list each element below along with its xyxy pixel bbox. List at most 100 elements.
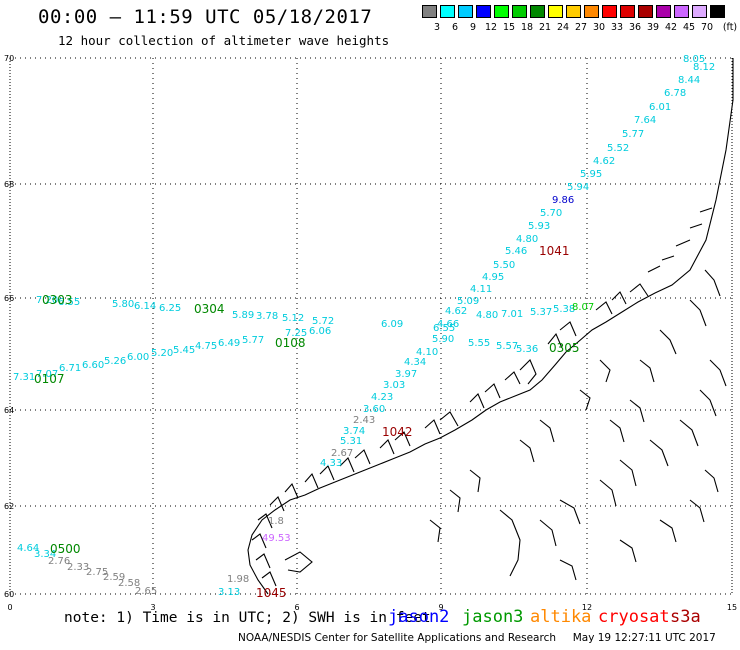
color-swatch [656, 5, 671, 18]
color-swatch [602, 5, 617, 18]
wave-height-value: 5.26 [104, 356, 126, 367]
wave-height-value: 4.66 [437, 319, 459, 330]
wave-height-value: 3.74 [343, 426, 365, 437]
wave-height-value: 5.77 [242, 335, 264, 346]
wave-height-value: 5.45 [173, 345, 195, 356]
color-scale-unit: (ft) [722, 22, 738, 33]
wave-height-value: 7.20 [36, 295, 58, 306]
coastline-segment [639, 329, 677, 383]
color-swatch [494, 5, 509, 18]
color-scale-label: 12 [484, 22, 498, 33]
wave-height-value: 2.75 [86, 567, 108, 578]
pass-label: 0107 [34, 372, 65, 386]
wave-height-value: 5.94 [567, 182, 589, 193]
wave-height-value: 5.70 [540, 208, 562, 219]
wave-height-value: 7.01 [501, 309, 523, 320]
wave-height-value: 5.20 [151, 348, 173, 359]
pass-label: 1045 [256, 586, 287, 600]
color-scale-label: 36 [628, 22, 642, 33]
longitude-label: 0 [7, 603, 12, 612]
wave-height-value: 4.80 [516, 234, 538, 245]
color-scale-label: 33 [610, 22, 624, 33]
wave-height-value: 5.55 [468, 338, 490, 349]
pass-label: 0108 [275, 336, 306, 350]
wave-height-value: 3.13 [218, 587, 240, 598]
wave-height-value: 5.36 [516, 344, 538, 355]
wave-height-value: 4.10 [416, 347, 438, 358]
color-swatch [458, 5, 473, 18]
coastline-segment [599, 459, 637, 507]
color-swatch [512, 5, 527, 18]
color-scale-label: 42 [664, 22, 678, 33]
color-scale-label: 39 [646, 22, 660, 33]
wave-height-value: 5.09 [457, 296, 479, 307]
satellite-legend-item: s3a [670, 607, 701, 627]
coastline-segment [255, 553, 277, 587]
wave-height-value: 4.80 [476, 310, 498, 321]
wave-height-value: 3.78 [256, 311, 278, 322]
wave-height-value: 3.60 [363, 404, 385, 415]
wave-height-value: 4.11 [470, 284, 492, 295]
wave-height-value: 7.31 [13, 372, 35, 383]
wave-height-value: 5.93 [528, 221, 550, 232]
wave-height-value: 3.34 [34, 549, 56, 560]
wave-height-value: 2.33 [67, 562, 89, 573]
pass-label: 1042 [382, 425, 413, 439]
wave-height-value: 3.04 [0, 0, 22, 3]
wave-height-value: 5.80 [112, 299, 134, 310]
color-swatch [476, 5, 491, 18]
latitude-label: 64 [4, 406, 14, 415]
wave-height-value: 2.59 [103, 572, 125, 583]
latitude-label: 60 [4, 590, 14, 599]
wave-height-values: 8.058.12 8.44 6.78 6.01 7.64 5.77 5.52 4.62 5.95… [0, 0, 715, 598]
wave-height-value: 5.72 [312, 316, 334, 327]
wave-height-value: 5.52 [607, 143, 629, 154]
coastline-segment [379, 431, 411, 455]
coastline-segment [547, 321, 577, 349]
coastline-segment [469, 383, 501, 409]
coastline-segment [504, 359, 537, 385]
color-scale-label: 15 [502, 22, 516, 33]
wave-height-value: 2.65 [135, 586, 157, 597]
satellite-legend-item: cryosat [598, 607, 670, 627]
wave-height-value: 6.49 [218, 338, 240, 349]
wave-height-value: 4.75 [195, 341, 217, 352]
satellite-legend-item: jason2 [388, 607, 450, 627]
wave-height-value: 7.25 [285, 328, 307, 339]
wave-height-value: 9.86 [552, 195, 574, 206]
wave-height-value: 2.67 [331, 448, 353, 459]
note-text: note: 1) Time is in UTC; 2) SWH is in fe… [64, 610, 431, 626]
wave-height-value: 5.77 [622, 129, 644, 140]
coastline-segment [304, 465, 335, 489]
coastline-segment [689, 269, 721, 327]
color-swatch [638, 5, 653, 18]
color-scale-label: 9 [469, 22, 477, 33]
wave-height-value: 49.53 [262, 533, 291, 544]
latitude-label: 66 [4, 294, 14, 303]
color-swatch [584, 5, 599, 18]
longitude-label: 6 [294, 603, 299, 612]
coastline-segment [247, 58, 734, 595]
coastline-segment [424, 411, 459, 435]
color-scale-label: 24 [556, 22, 570, 33]
coastline-segment [649, 419, 699, 467]
axis-labels: 70 68 66 64 62 60 0 3 6 9 12 15 [4, 54, 737, 612]
wave-height-value: 1.8 [268, 516, 284, 527]
coastline [247, 58, 734, 595]
coastline-segment [619, 519, 677, 563]
wave-height-value: 5.38 [553, 304, 575, 315]
wave-height-value: 8.44 [678, 75, 700, 86]
wave-height-value: 2.76 [48, 556, 70, 567]
color-swatch [710, 5, 725, 18]
wave-height-value: 4.34 [404, 357, 426, 368]
wave-height-value: 6.09 [381, 319, 403, 330]
wave-height-value: 5.95 [580, 169, 602, 180]
wave-height-value: 2.58 [118, 578, 140, 589]
credit-text: NOAA/NESDIS Center for Satellite Applica… [238, 632, 556, 644]
wave-height-value: 3.97 [395, 369, 417, 380]
pass-label: 0500 [50, 542, 81, 556]
wave-height-value: 6.14 [134, 301, 156, 312]
coastline-segment [595, 283, 649, 315]
coastline-segment [269, 482, 299, 512]
wave-height-value: 6.25 [159, 303, 181, 314]
